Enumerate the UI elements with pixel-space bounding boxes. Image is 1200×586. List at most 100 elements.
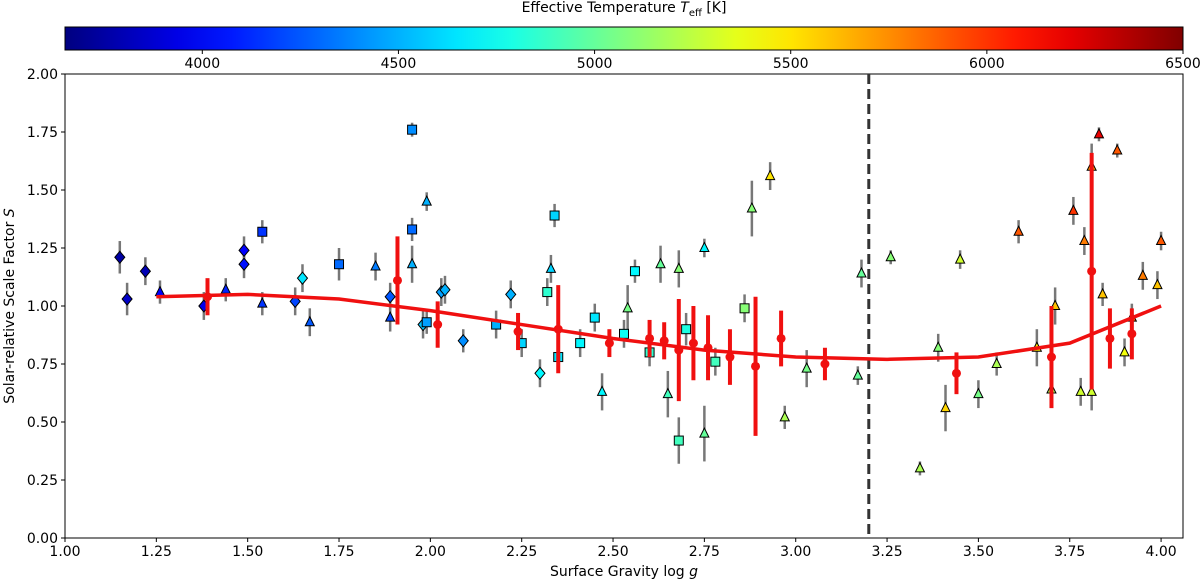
star-point [655, 257, 666, 269]
y-tick-label: 0.75 [27, 357, 58, 373]
star-point [384, 289, 396, 304]
star-point [534, 366, 546, 381]
x-tick-label: 2.00 [415, 544, 446, 560]
star-point [154, 285, 166, 297]
star-point [1093, 127, 1105, 139]
bin-mean [645, 333, 655, 343]
star-point [296, 271, 309, 285]
star-point [1086, 385, 1097, 396]
star-point [589, 312, 600, 323]
star-point [1111, 143, 1123, 155]
bin-mean [202, 292, 212, 302]
star-point [673, 435, 684, 446]
bin-mean [751, 361, 761, 371]
star-point [406, 257, 418, 269]
bin-mean [1127, 329, 1137, 339]
label-var: g [689, 564, 698, 580]
bin-mean [433, 320, 443, 330]
colorbar-tick-label: 5500 [773, 56, 809, 72]
star-point [746, 201, 758, 213]
y-axis-label: Solar-relative Scale Factor S [2, 208, 18, 404]
star-point [257, 226, 268, 237]
y-tick-label: 1.50 [27, 183, 58, 199]
label-text: Solar-relative Scale Factor [2, 221, 18, 403]
star-point [256, 297, 268, 308]
bin-mean [820, 359, 830, 369]
colorbar-tick-label: 4000 [184, 56, 220, 72]
star-point [629, 266, 640, 277]
x-tick-label: 1.25 [141, 544, 172, 560]
star-point [856, 266, 867, 278]
x-tick-label: 2.50 [597, 544, 628, 560]
star-point [370, 259, 381, 271]
bin-mean [674, 345, 684, 355]
bin-mean [1087, 266, 1097, 276]
star-point [973, 387, 984, 399]
bin-mean [513, 327, 523, 337]
star-point [779, 410, 791, 422]
star-point [334, 259, 345, 270]
x-tick-label: 3.25 [871, 544, 902, 560]
y-tick-label: 1.75 [27, 125, 58, 141]
fit-curve [156, 292, 1162, 362]
bin-mean [392, 275, 402, 285]
star-point [991, 357, 1002, 368]
y-tick-label: 0.25 [27, 473, 58, 489]
star-point [596, 385, 608, 396]
star-point [932, 341, 944, 352]
star-point [1155, 234, 1167, 246]
star-point [457, 334, 469, 348]
star-point [622, 301, 633, 313]
plot-area [64, 73, 1184, 539]
star-point [121, 292, 133, 306]
star-point [673, 262, 685, 273]
x-tick-label: 1.75 [323, 544, 354, 560]
star-point [114, 250, 126, 265]
x-tick-label: 3.00 [780, 544, 811, 560]
star-point [542, 287, 553, 298]
label-unit: [K] [706, 0, 726, 16]
colorbar-tick-label: 4500 [381, 56, 417, 72]
colorbar-tick-label: 5000 [577, 56, 613, 72]
colorbar-tick-label: 6000 [969, 56, 1005, 72]
star-point [238, 257, 250, 272]
star-point [1013, 225, 1024, 236]
label-var: S [2, 208, 18, 217]
y-tick-label: 2.00 [27, 67, 58, 83]
colorbar [64, 26, 1184, 51]
star-point [710, 356, 721, 367]
star-point [1079, 234, 1090, 246]
bin-mean [688, 338, 698, 348]
star-point [421, 194, 433, 206]
bin-mean [703, 343, 713, 353]
x-tick-label: 4.00 [1145, 544, 1176, 560]
star-point [1137, 269, 1149, 280]
bin-mean [659, 336, 669, 346]
star-point [1152, 278, 1163, 290]
star-point [681, 324, 692, 335]
x-tick-label: 1.50 [232, 544, 263, 560]
star-point [421, 317, 432, 328]
star-point [407, 224, 418, 235]
bin-mean [604, 338, 614, 348]
star-point [739, 303, 750, 314]
star-point [699, 241, 710, 252]
bin-mean [1046, 352, 1056, 362]
colorbar-tick-label: 6500 [1165, 56, 1200, 72]
x-tick-label: 3.75 [1054, 544, 1085, 560]
star-point [439, 282, 451, 297]
star-point [801, 362, 812, 373]
bin-mean [553, 324, 563, 334]
label-var: T [680, 0, 690, 16]
star-point [914, 461, 926, 473]
bin-mean [776, 333, 786, 343]
label-text: Surface Gravity log [550, 564, 685, 580]
bin-mean [725, 352, 735, 362]
star-point [238, 243, 250, 258]
label-sub: eff [689, 8, 703, 19]
star-point [220, 283, 232, 294]
star-point [1097, 287, 1108, 299]
star-point [575, 338, 586, 349]
star-point [505, 287, 517, 302]
star-point [304, 315, 316, 327]
